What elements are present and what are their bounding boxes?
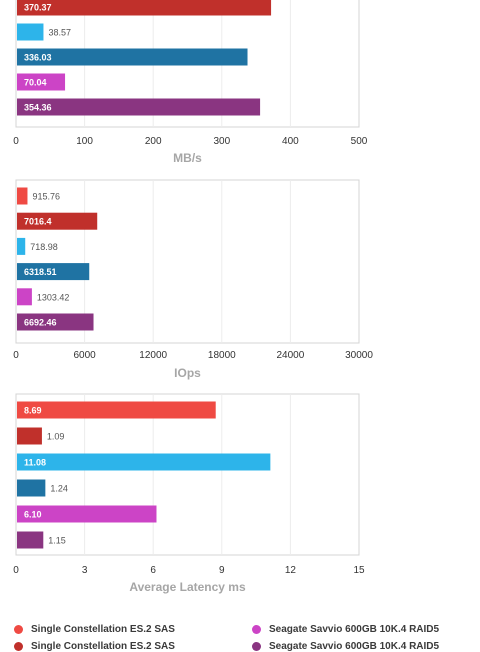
chart-panel: 915.76 7016.4 718.98 6318.51 1303.42 6692.46 0… [13, 179, 373, 380]
bar [17, 23, 44, 41]
bar [17, 237, 26, 255]
bar-data-label: 336.03 [24, 53, 52, 63]
legend-item: Single Constellation ES.2 SAS [14, 624, 175, 635]
bar-data-label: 8.69 [24, 406, 42, 416]
x-tick-label: 3 [82, 565, 88, 576]
legend-swatch-icon [14, 642, 23, 651]
bar [17, 48, 248, 66]
x-tick-label: 15 [353, 565, 365, 576]
bar-data-label: 915.76 [32, 192, 60, 202]
x-tick-label: 300 [213, 136, 230, 147]
x-axis-title: Average Latency ms [129, 580, 246, 594]
bar [17, 263, 90, 281]
bar-data-label: 11.08 [24, 458, 46, 468]
legend-item: Seagate Savvio 600GB 10K.4 RAID5 [252, 641, 439, 652]
legend-label: Seagate Savvio 600GB 10K.4 RAID5 [269, 624, 440, 635]
x-tick-label: 200 [145, 136, 162, 147]
x-tick-label: 12 [285, 565, 297, 576]
x-tick-label: 18000 [208, 350, 236, 361]
bar-data-label: 6.10 [24, 510, 42, 520]
plot-area [15, 393, 360, 556]
legend-swatch-icon [14, 625, 23, 634]
x-tick-label: 6000 [73, 350, 96, 361]
x-tick-label: 0 [13, 350, 19, 361]
bar-data-label: 1.09 [47, 432, 65, 442]
bar [17, 479, 46, 497]
legend-label: Single Constellation ES.2 SAS [31, 624, 175, 635]
bar-data-label: 70.04 [24, 78, 47, 88]
bar [17, 212, 98, 230]
bar [17, 505, 157, 523]
legend-item: Single Constellation ES.2 SAS [14, 641, 175, 652]
x-axis-title: MB/s [173, 151, 202, 165]
bar-data-label: 718.98 [30, 242, 58, 252]
x-tick-label: 12000 [139, 350, 167, 361]
bar-data-label: 7016.4 [24, 217, 52, 227]
bar-data-label: 38.57 [48, 28, 71, 38]
bar [17, 187, 28, 205]
chart-panel: 370.37 38.57 336.03 70.04 354.36 0 100 200 300 40… [13, 0, 368, 165]
bar-data-label: 6692.46 [24, 318, 57, 328]
x-tick-label: 100 [76, 136, 93, 147]
legend: Single Constellation ES.2 SAS Seagate Sa… [0, 620, 480, 652]
x-tick-label: 30000 [345, 350, 373, 361]
bar [17, 0, 272, 16]
legend-item: Seagate Savvio 600GB 10K.4 RAID5 [252, 624, 439, 635]
bar [17, 313, 94, 331]
bar-data-label: 1303.42 [37, 292, 70, 302]
x-tick-label: 6 [150, 565, 156, 576]
x-tick-label: 0 [13, 136, 19, 147]
x-tick-label: 400 [282, 136, 299, 147]
bar [17, 73, 66, 91]
x-tick-label: 0 [13, 565, 19, 576]
legend-label: Seagate Savvio 600GB 10K.4 RAID5 [269, 641, 440, 652]
bar [17, 401, 216, 419]
bar-data-label: 1.24 [50, 484, 68, 494]
x-tick-label: 500 [351, 136, 368, 147]
bar [17, 531, 44, 549]
legend-swatch-icon [252, 625, 261, 634]
chart-panel: 8.69 1.09 11.08 1.24 6.10 1.15 0 3 6 9 12 15 Average… [13, 393, 365, 594]
bar-data-label: 370.37 [24, 3, 52, 13]
x-tick-label: 24000 [276, 350, 304, 361]
x-tick-label: 9 [219, 565, 225, 576]
x-axis-title: IOps [174, 366, 201, 380]
bar [17, 453, 271, 471]
legend-label: Single Constellation ES.2 SAS [31, 641, 175, 652]
bar [17, 427, 42, 445]
bar-data-label: 1.15 [48, 536, 66, 546]
bar [17, 288, 32, 306]
bar-data-label: 6318.51 [24, 267, 57, 277]
bar-data-label: 354.36 [24, 103, 52, 113]
bar [17, 98, 261, 116]
plot-area [15, 179, 360, 344]
legend-swatch-icon [252, 642, 261, 651]
